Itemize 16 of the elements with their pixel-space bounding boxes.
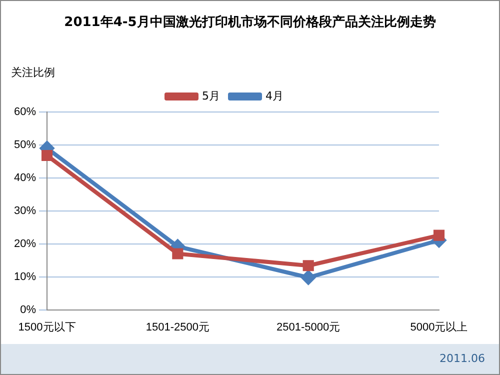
legend-label: 4月 bbox=[266, 89, 284, 102]
y-tick-label: 50% bbox=[14, 139, 36, 151]
chart-title: 2011年4-5月中国激光打印机市场不同价格段产品关注比例走势 bbox=[63, 14, 437, 31]
x-tick-label: 5000元以上 bbox=[410, 320, 468, 334]
y-tick-label: 0% bbox=[20, 304, 36, 316]
y-axis-title: 关注比例 bbox=[11, 65, 55, 80]
text: 2011.06 bbox=[440, 352, 485, 365]
y-tick-label: 20% bbox=[14, 238, 36, 250]
x-tick-label: 1501-2500元 bbox=[146, 321, 210, 334]
y-tick-label: 60% bbox=[14, 106, 36, 118]
legend-label: 5月 bbox=[202, 89, 220, 102]
y-tick-label: 30% bbox=[14, 204, 36, 217]
y-tick-label: 40% bbox=[14, 172, 36, 184]
x-tick-label: 1500元以下 bbox=[18, 320, 76, 334]
y-tick-label: 10% bbox=[14, 270, 36, 283]
x-tick-label: 2501-5000元 bbox=[276, 321, 340, 334]
